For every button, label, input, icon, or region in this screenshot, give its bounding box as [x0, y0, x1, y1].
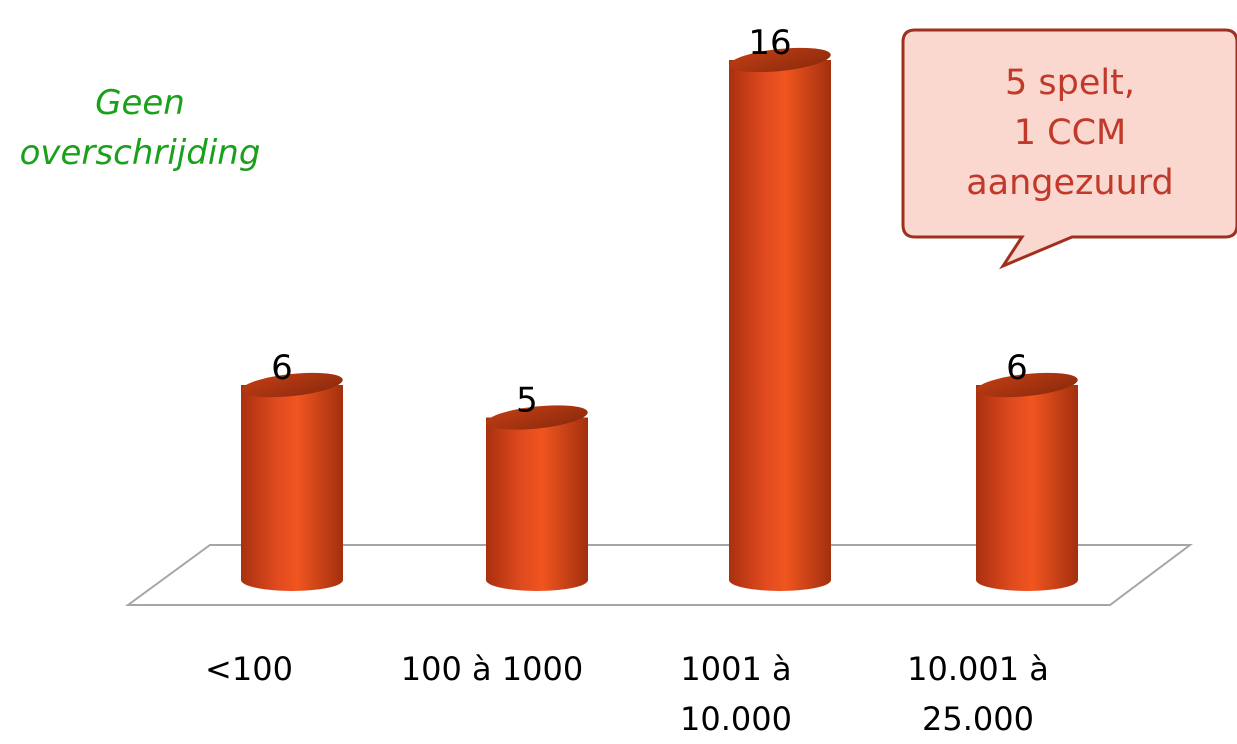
bar-4: [976, 372, 1078, 591]
bar-2: [486, 405, 588, 591]
bar-top: [729, 47, 831, 73]
bar-1: [241, 372, 343, 591]
chart-floor: [124, 544, 1193, 606]
x-tick-label-4: 10.001 à 25.000: [907, 650, 1049, 738]
data-label-3: 16: [748, 23, 791, 63]
data-label-4: 6: [1006, 348, 1028, 388]
bar-body: [486, 417, 588, 591]
bar-body: [729, 60, 831, 591]
callout-text: 5 spelt, 1 CCM aangezuurd: [905, 58, 1235, 208]
note-line-1: Geen: [95, 83, 185, 123]
callout-bubble: [901, 28, 1237, 270]
x-tick-label-1: <100: [205, 650, 293, 688]
note-line-2: overschrijding: [19, 133, 261, 173]
bar-top: [486, 405, 588, 430]
callout-line-3: aangezuurd: [966, 163, 1174, 203]
bar-body: [241, 385, 343, 591]
x-tick-label-3: 1001 à 10.000: [680, 650, 792, 738]
bar-3: [729, 47, 831, 591]
bar-top: [241, 372, 343, 398]
bar-body: [976, 385, 1078, 591]
data-label-2: 5: [516, 381, 538, 421]
bar-top: [976, 372, 1078, 398]
callout-line-2: 1 CCM: [1013, 113, 1127, 153]
no-exceedance-note: Geen overschrijding: [10, 78, 270, 178]
x-tick-label-2: 100 à 1000: [400, 650, 584, 688]
callout-line-1: 5 spelt,: [1005, 63, 1135, 103]
data-label-1: 6: [271, 348, 293, 388]
